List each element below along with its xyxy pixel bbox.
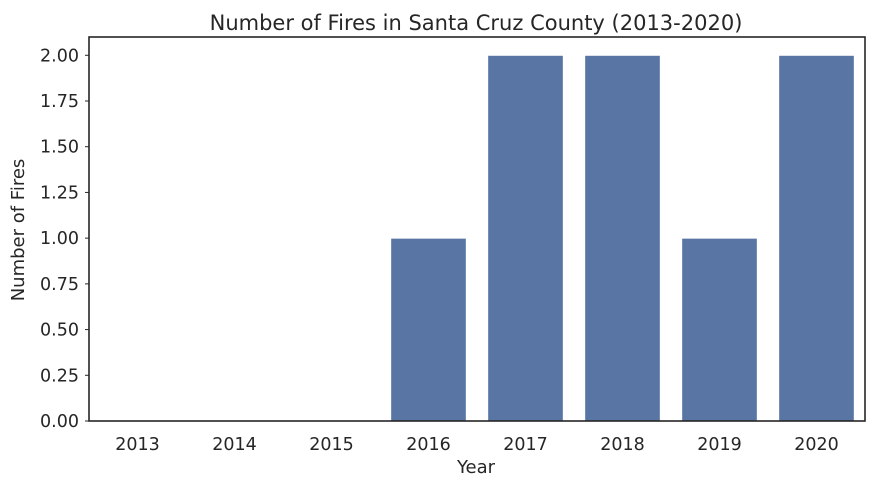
x-tick-label: 2016: [406, 435, 451, 455]
x-tick-label: 2014: [212, 435, 257, 455]
x-tick-label: 2013: [115, 435, 160, 455]
y-tick-label: 1.25: [40, 183, 79, 203]
x-axis-label: Year: [456, 457, 496, 478]
bar-2016: [390, 237, 467, 422]
y-tick-label: 0.75: [40, 275, 79, 295]
y-tick-label: 0.50: [40, 321, 79, 341]
chart-title: Number of Fires in Santa Cruz County (20…: [210, 11, 743, 35]
bar-2020: [778, 54, 855, 422]
bars-layer: [390, 54, 855, 422]
y-tick-label: 1.75: [40, 92, 79, 112]
bar-2019: [681, 237, 758, 422]
x-tick-label: 2020: [794, 435, 839, 455]
y-tick-label: 1.00: [40, 229, 79, 249]
y-tick-label: 0.00: [40, 412, 79, 432]
bar-2017: [487, 54, 564, 422]
y-tick-label: 0.25: [40, 366, 79, 386]
x-tick-label: 2019: [697, 435, 742, 455]
x-tick-label: 2015: [309, 435, 354, 455]
y-axis: 0.00 0.25 0.50 0.75 1.00 1.25 1.50 1.75 2.00: [40, 46, 89, 432]
x-tick-label: 2017: [503, 435, 548, 455]
x-axis: 2013 2014 2015 2016 2017 2018 2019 2020: [115, 435, 839, 455]
y-axis-label: Number of Fires: [8, 159, 29, 302]
y-tick-label: 2.00: [40, 46, 79, 66]
bar-2018: [584, 54, 661, 422]
plot-area-frame: [88, 36, 866, 422]
x-tick-label: 2018: [600, 435, 645, 455]
y-tick-label: 1.50: [40, 138, 79, 158]
